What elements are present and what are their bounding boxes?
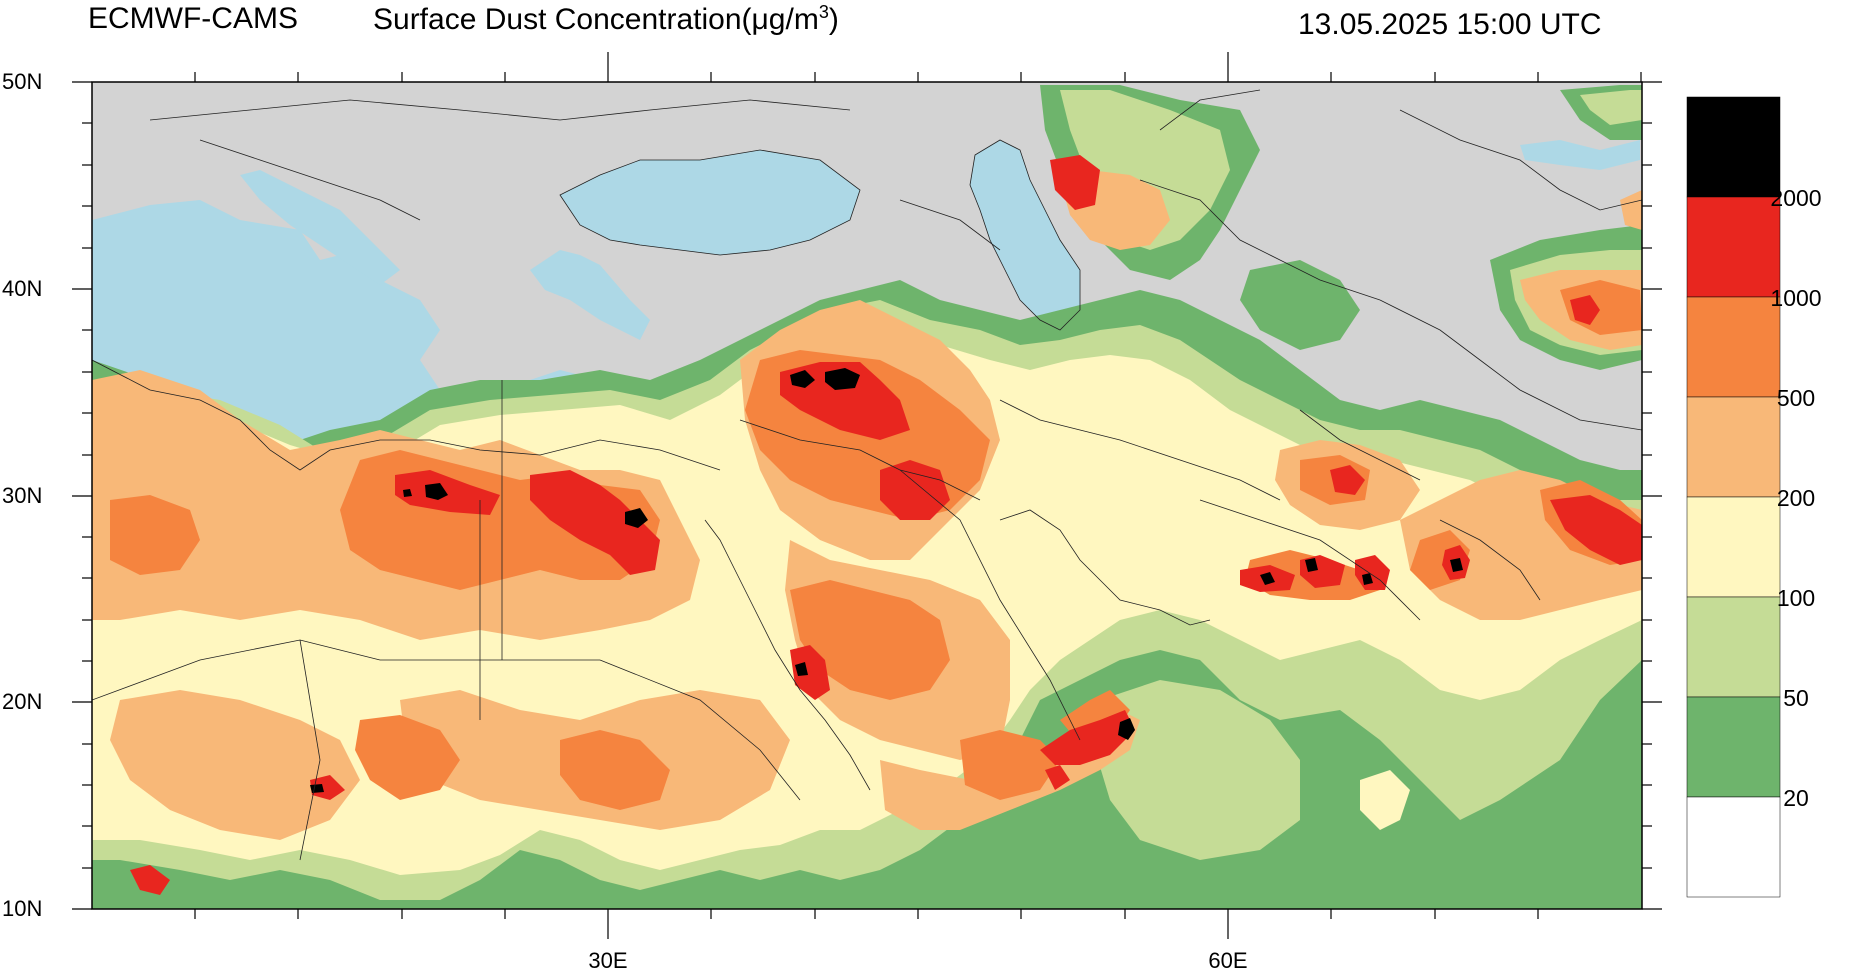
lat-label-50n: 50N: [2, 69, 43, 94]
title-variable: Surface Dust Concentration(μg/m3): [373, 2, 839, 37]
map-field: [92, 82, 1642, 909]
legend-swatch-1000: [1686, 196, 1781, 298]
borders: [92, 89, 1642, 861]
legend-label-100: 100: [1776, 585, 1816, 611]
legend-swatch-2000plus: [1686, 96, 1781, 198]
variable-name: Surface Dust Concentration(: [373, 3, 752, 36]
legend-label-50: 50: [1783, 685, 1809, 711]
dust-band-2000: [310, 368, 1463, 793]
legend-swatch-20: [1686, 696, 1781, 798]
unit-close: ): [828, 3, 839, 36]
legend-swatch-50: [1686, 596, 1781, 698]
unit-superscript: 3: [818, 2, 829, 22]
tick-marks: [72, 52, 1662, 939]
legend-label-500: 500: [1776, 385, 1816, 411]
legend-swatch-100: [1686, 496, 1781, 598]
legend-colorbar: [1686, 96, 1781, 898]
lat-label-30n: 30N: [2, 483, 43, 508]
legend-label-2000: 2000: [1770, 185, 1822, 211]
lon-label-60e: 60E: [1208, 948, 1248, 973]
lat-label-40n: 40N: [2, 276, 43, 301]
unit-text: μg/m: [751, 3, 819, 36]
lat-label-20n: 20N: [2, 689, 43, 714]
title-datetime: 13.05.2025 15:00 UTC: [1298, 8, 1602, 41]
legend-label-20: 20: [1783, 785, 1809, 811]
legend-swatch-below-20: [1686, 796, 1781, 898]
legend-label-200: 200: [1776, 485, 1816, 511]
lat-label-10n: 10N: [2, 896, 43, 921]
legend-label-1000: 1000: [1770, 285, 1822, 311]
legend-swatch-200: [1686, 396, 1781, 498]
legend-swatch-500: [1686, 296, 1781, 398]
title-source: ECMWF-CAMS: [88, 2, 298, 35]
lon-label-30e: 30E: [588, 948, 628, 973]
